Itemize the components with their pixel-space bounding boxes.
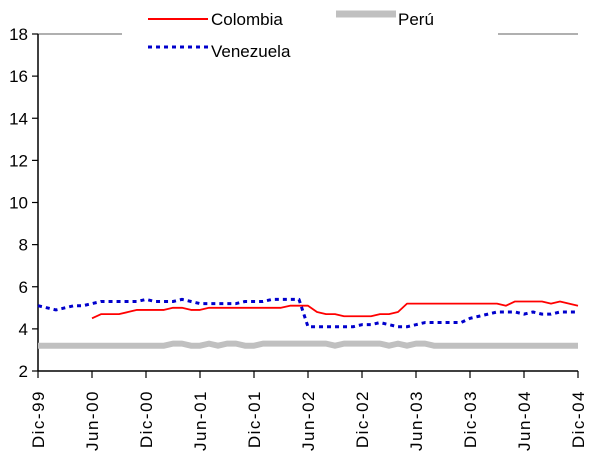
y-tick-label: 6 — [19, 278, 28, 297]
x-tick-label: Jun-00 — [83, 390, 102, 451]
legend-label-colombia: Colombia — [211, 10, 283, 29]
y-tick-label: 18 — [9, 25, 28, 44]
y-tick-label: 16 — [9, 67, 28, 86]
y-tick-label: 14 — [9, 109, 28, 128]
x-tick-label: Jun-03 — [407, 390, 426, 451]
x-tick-label: Dic-03 — [461, 390, 480, 448]
x-tick-label: Dic-00 — [137, 390, 156, 448]
x-tick-label: Jun-04 — [515, 390, 534, 451]
y-tick-label: 10 — [9, 194, 28, 213]
series-line-colombia — [92, 301, 578, 318]
legend-label-venezuela: Venezuela — [211, 42, 291, 61]
x-tick-label: Jun-02 — [299, 390, 318, 451]
x-tick-label: Dic-02 — [353, 390, 372, 448]
legend-label-peru: Perú — [398, 10, 434, 29]
series-line-peru — [38, 344, 578, 346]
x-tick-label: Jun-01 — [191, 390, 210, 451]
x-tick-label: Dic-99 — [29, 390, 48, 448]
x-tick-label: Dic-01 — [245, 390, 264, 448]
y-tick-label: 8 — [19, 236, 28, 255]
y-tick-label: 12 — [9, 151, 28, 170]
y-tick-label: 4 — [19, 320, 28, 339]
x-tick-label: Dic-04 — [569, 390, 588, 448]
y-tick-label: 2 — [19, 362, 28, 381]
legend-background — [122, 2, 498, 64]
series-layer — [38, 299, 578, 345]
axes: 2 4 6 8 10 12 14 16 18 Dic-99 Jun-00 Dic-00 Jun-01 Di… — [9, 25, 588, 451]
legend: Colombia Perú Venezuela — [122, 2, 498, 64]
